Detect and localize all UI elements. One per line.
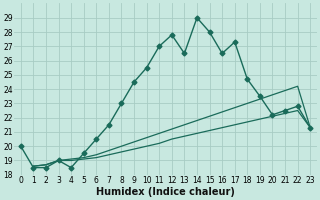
X-axis label: Humidex (Indice chaleur): Humidex (Indice chaleur) <box>96 187 235 197</box>
